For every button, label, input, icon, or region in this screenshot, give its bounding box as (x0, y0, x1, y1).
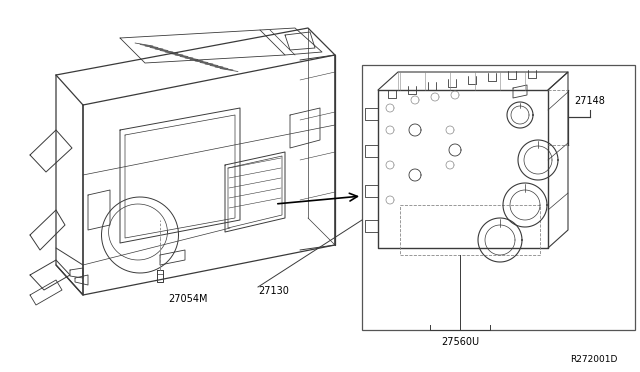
Text: 27054M: 27054M (168, 294, 207, 304)
Text: 27130: 27130 (258, 286, 289, 296)
Bar (362, 65, 635, 330)
Text: 27560U: 27560U (441, 337, 479, 347)
Text: 27148: 27148 (574, 96, 605, 106)
Text: R272001D: R272001D (571, 356, 618, 365)
